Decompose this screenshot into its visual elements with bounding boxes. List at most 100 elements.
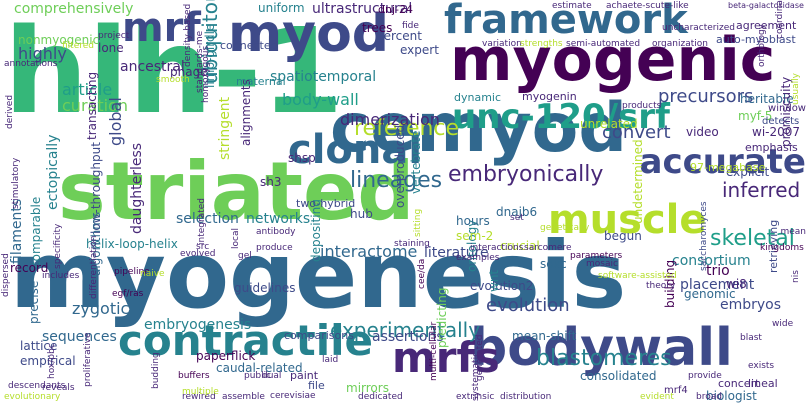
word-87: daughterless [129,142,145,234]
word-83: comparable [29,196,43,268]
word-40: comprehensively [14,1,134,17]
word-132: saccharomyces [699,201,709,271]
word-166: products [622,101,662,111]
word-43: selection [176,211,239,227]
word-173: naive [140,269,165,279]
word-51: mirrors [346,381,389,395]
word-1: hlh-1 [4,2,344,140]
word-138: multi-cellular [429,321,439,381]
word-196: wide [772,319,794,329]
word-100: connected [220,39,278,52]
word-46: consortium [672,253,751,269]
word-48: mean-shift [512,329,577,343]
word-189: fide [402,21,419,31]
word-148: reveals [42,383,75,393]
word-33: embryos [720,297,782,313]
word-41: ultrastructural [312,1,413,17]
word-80: begun [604,229,642,243]
word-12: accurate [639,142,806,182]
word-177: specificity [53,223,63,269]
word-84: ectopically [45,134,61,210]
word-131: sarcomere [524,243,572,253]
word-17: embryonically [448,162,604,187]
word-126: organization [652,39,708,49]
word-186: standards-me [195,30,205,93]
word-172: pipeline [114,267,150,277]
word-190: coordination [775,0,785,39]
word-137: distribution [500,392,552,402]
word-191: orthology [757,24,767,67]
word-165: set [510,213,524,223]
word-18: skeletal [710,226,795,251]
word-57: unrelated [580,117,638,131]
word-6: contractile [118,316,374,365]
word-115: detects [762,116,800,127]
word-13: mrfs [392,333,500,382]
word-105: sh3 [260,175,282,189]
word-42: uniform [258,1,305,15]
word-73: sem-2 [456,229,494,243]
word-129: strengths [520,39,563,49]
word-79: undetermined [631,139,645,224]
word-127: semi-automated [566,39,641,49]
word-47: assertions [372,329,444,345]
word-174: local [231,228,241,249]
word-7: framework [444,0,688,43]
word-182: annotations [4,59,58,69]
word-69: auto-myoblast [716,33,796,46]
word-133: kingdoms [760,243,804,253]
word-19: lineages [350,168,443,193]
word-114: 97-megabase [690,161,766,174]
word-120: paint [290,369,319,382]
word-176: includes [42,271,80,281]
word-22: inferred [722,178,801,202]
word-20: reference [354,116,460,141]
word-158: systematic [471,351,481,401]
word-81: dnajb6 [496,205,538,219]
word-15: experimentally [330,318,481,342]
word-168: antibody [256,227,296,237]
word-103: trees [362,21,393,35]
word-184: density-based [183,3,193,67]
word-93: empirical [20,354,76,368]
word-161: examples [456,253,500,263]
word-169: produce [256,243,293,253]
word-113: dynamic [454,91,502,104]
word-180: stimulatory [11,157,21,209]
word-74: hours [456,214,490,228]
word-153: public [244,371,272,381]
word-92: lattice [20,339,58,353]
word-39: ancestral [120,59,185,75]
word-125: beta-galactosidase [728,1,804,10]
word-109: overproduced [393,124,407,208]
word-68: agreement [736,19,797,32]
word-99: nonmyogenic [18,33,100,47]
word-34: placement [680,277,755,293]
word-36: embryogenesis [144,317,252,333]
word-30: dimerization [340,110,440,129]
word-194: mean [780,227,806,237]
word-29: body-wall [282,90,359,109]
word-106: shsp [288,151,316,165]
word-111: maternal [236,75,286,88]
word-149: budding [151,352,161,389]
word-199: dual [262,371,282,381]
word-152: multiple [182,387,219,397]
word-8: myod [228,4,390,64]
word-150: egf/ras [112,289,144,299]
word-159: cee/da [417,258,427,289]
word-124: achaete-scute-like [606,1,689,11]
word-72: lineal [748,377,778,390]
word-183: smooth [156,75,190,85]
word-52: guidelines [234,281,296,295]
word-102: percent [376,29,422,43]
word-14: mrf [122,5,201,51]
word-107: hub [350,207,373,221]
word-162: interactions [470,243,524,253]
word-155: mosaic [586,259,618,269]
word-94: stringent [217,96,233,160]
word-175: gel [238,251,252,261]
word-170: integrated [197,198,207,245]
word-91: precise [27,280,41,324]
